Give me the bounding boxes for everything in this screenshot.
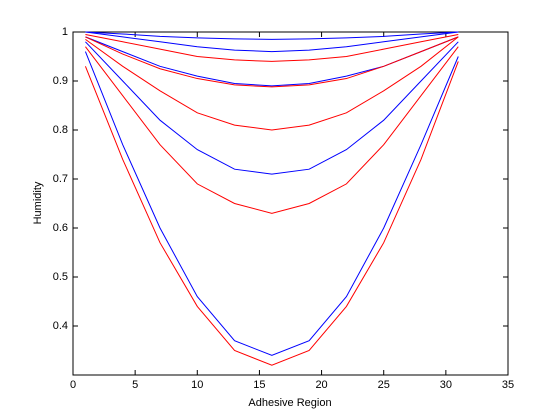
line-series [85, 36, 459, 131]
y-tick-label: 0.6 [53, 222, 68, 234]
x-tick-label: 20 [315, 379, 327, 391]
line-series [85, 46, 459, 214]
x-tick-label: 5 [132, 379, 138, 391]
x-tick-label: 15 [253, 379, 265, 391]
y-tick-label: 0.4 [53, 320, 68, 332]
axes-box [72, 31, 509, 376]
y-tick-label: 1 [62, 26, 68, 38]
line-series [85, 33, 459, 62]
y-tick-label: 0.9 [53, 75, 68, 87]
line-series [85, 41, 459, 175]
y-axis-label: Humidity [32, 181, 44, 224]
y-tick-label: 0.7 [53, 173, 68, 185]
x-tick-label: 25 [378, 379, 390, 391]
line-series [84, 51, 459, 356]
line-series [84, 61, 459, 366]
x-tick-label: 10 [191, 379, 203, 391]
x-tick-label: 0 [70, 379, 76, 391]
x-axis-label: Adhesive Region [248, 397, 331, 409]
line-series [85, 31, 459, 53]
y-tick-label: 0.5 [53, 271, 68, 283]
x-tick-label: 35 [502, 379, 514, 391]
line-series [85, 31, 459, 40]
y-tick-label: 0.8 [53, 124, 68, 136]
x-tick-label: 30 [440, 379, 452, 391]
line-series [85, 36, 459, 88]
